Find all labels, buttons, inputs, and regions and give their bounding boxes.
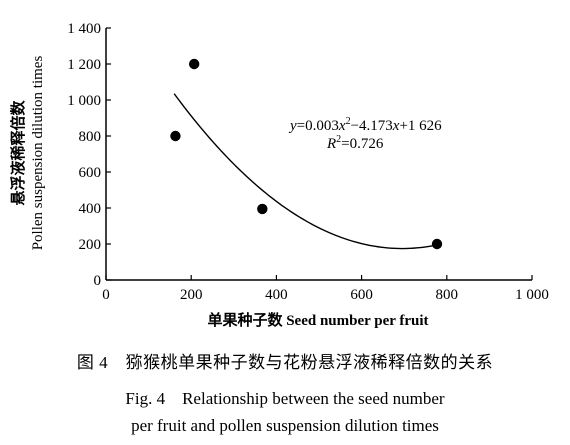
y-ticks: 0 200 400 600 800 1 000 1 200 1 400 [67, 21, 111, 289]
x-tick-label: 200 [180, 287, 203, 303]
y-axis-title-en: Pollen suspension dilution times [30, 56, 46, 251]
data-point [188, 58, 200, 70]
data-point [431, 238, 443, 250]
x-tick-label: 0 [102, 287, 110, 303]
y-tick-label: 400 [79, 201, 102, 217]
data-point [257, 203, 268, 215]
figure-caption-en-line2: per fruit and pollen suspension dilution… [131, 416, 439, 435]
y-tick-label: 1 000 [67, 93, 101, 109]
axes [105, 28, 532, 281]
x-ticks: 0 200 400 600 800 1 000 [102, 275, 549, 303]
r-squared: R2=0.726 [326, 134, 384, 152]
y-tick-label: 1 400 [67, 21, 101, 37]
figure-caption-en-line1: Fig. 4 Relationship between the seed num… [125, 389, 445, 408]
x-tick-label: 600 [350, 287, 373, 303]
y-tick-label: 800 [79, 129, 102, 145]
data-point [170, 130, 181, 142]
y-tick-label: 0 [94, 273, 102, 289]
y-tick-label: 1 200 [67, 57, 101, 73]
figure-caption-cn: 图 4 猕猴桃单果种子数与花粉悬浮液稀释倍数的关系 [76, 353, 494, 372]
y-axis-title-cn: 悬浮液稀释倍数 [9, 100, 27, 206]
x-tick-label: 800 [436, 287, 459, 303]
data-points [170, 58, 443, 250]
y-tick-label: 600 [79, 165, 102, 181]
fit-equation: y=0.003x2−4.173x+1 626 [288, 116, 442, 134]
scatter-chart: 0 200 400 600 800 1 000 0 200 400 600 800 1 000 1 2… [9, 21, 549, 329]
fit-curve [173, 93, 438, 250]
y-tick-label: 200 [79, 237, 102, 253]
x-axis-title: 单果种子数 Seed number per fruit [207, 311, 428, 329]
x-tick-label: 400 [265, 287, 288, 303]
x-tick-label: 1 000 [515, 287, 549, 303]
